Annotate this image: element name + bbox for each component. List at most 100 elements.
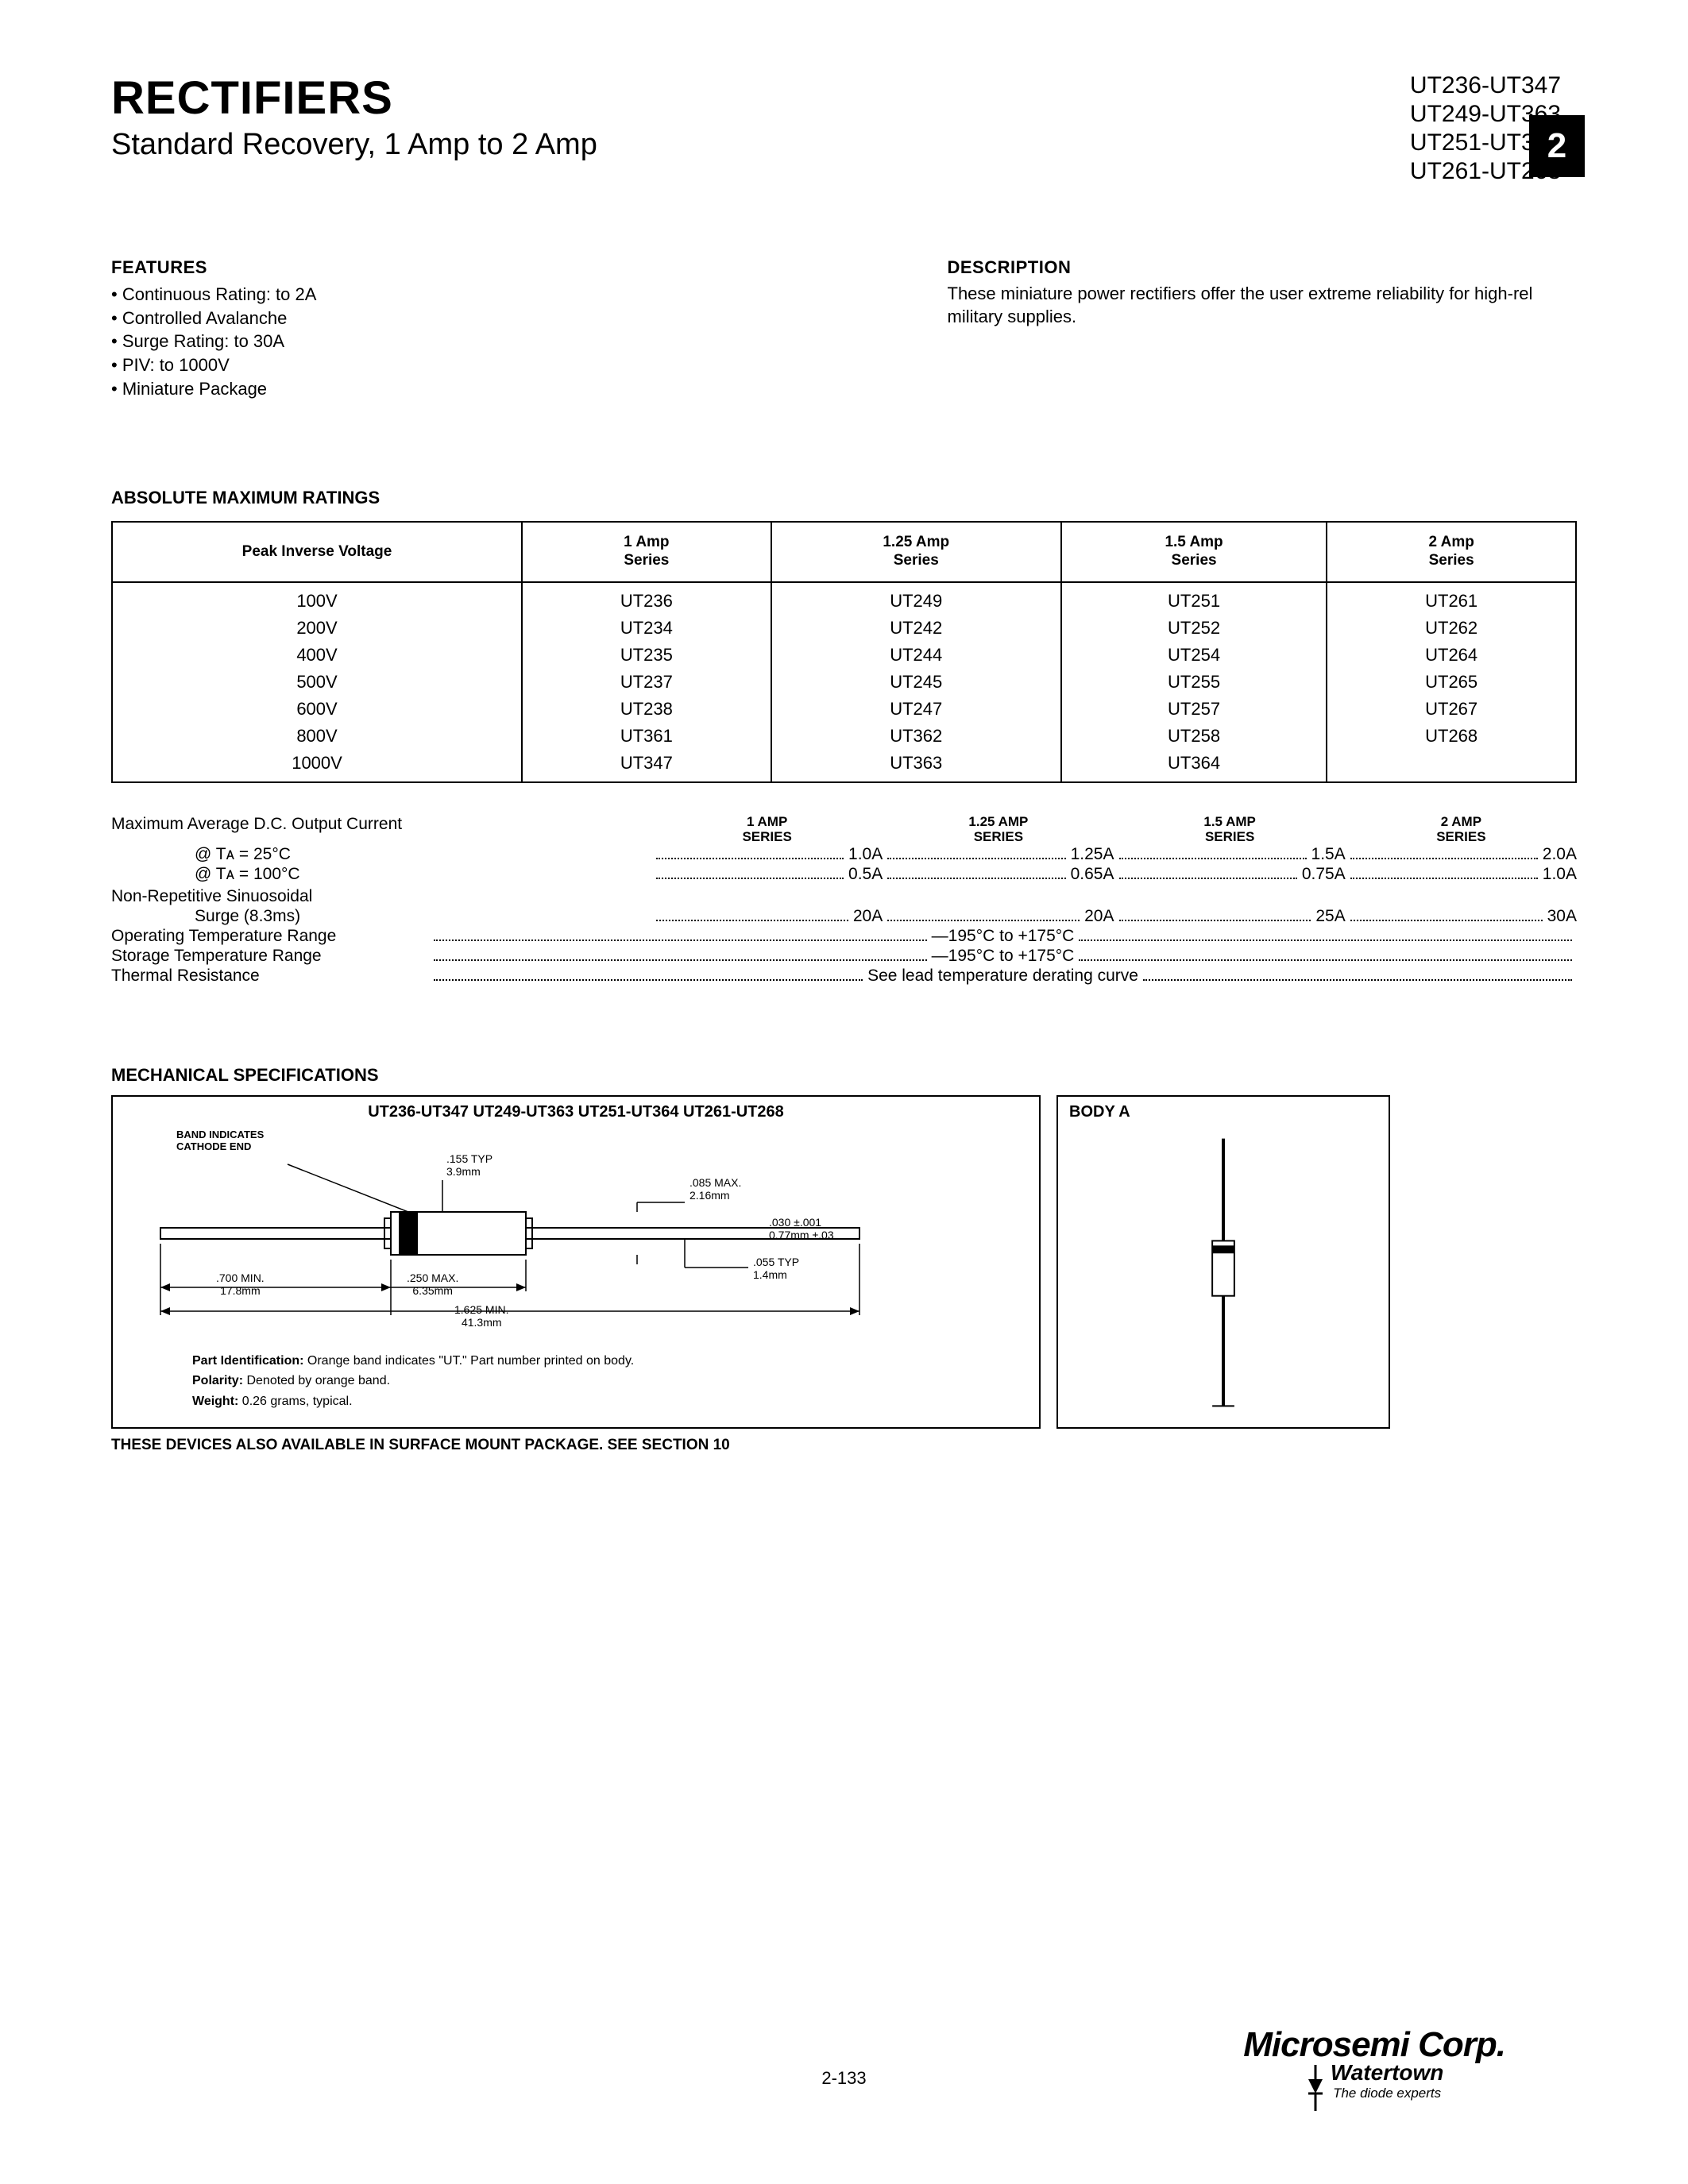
ratings-cell: UT262	[1327, 615, 1576, 642]
surface-mount-note: THESE DEVICES ALSO AVAILABLE IN SURFACE …	[111, 1437, 1577, 1454]
feature-item: Miniature Package	[111, 377, 741, 401]
features-block: FEATURES Continuous Rating: to 2A Contro…	[111, 257, 741, 400]
ratings-row: 400VUT235UT244UT254UT264	[112, 642, 1576, 669]
ratings-cell: UT362	[771, 723, 1061, 750]
part-line: UT236-UT347	[1410, 71, 1561, 100]
ratings-cell: UT236	[522, 582, 771, 615]
spec-row: Thermal Resistance See lead temperature …	[111, 966, 1577, 986]
feature-item: Continuous Rating: to 2A	[111, 283, 741, 307]
page-title: RECTIFIERS	[111, 71, 597, 125]
ratings-cell: UT245	[771, 669, 1061, 696]
ratings-row: 1000VUT347UT363UT364	[112, 750, 1576, 782]
logo-tagline: The diode experts	[1331, 2086, 1444, 2101]
ratings-cell: UT363	[771, 750, 1061, 782]
ratings-row: 500VUT237UT245UT255UT265	[112, 669, 1576, 696]
ratings-cell: UT268	[1327, 723, 1576, 750]
dim-label: BAND INDICATES CATHODE END	[176, 1129, 264, 1152]
ratings-col-header: 1.25 Amp Series	[771, 522, 1061, 582]
spec-row: Surge (8.3ms) 20A 20A 25A 30A	[111, 906, 1577, 926]
ratings-cell: 800V	[112, 723, 522, 750]
ratings-cell: UT242	[771, 615, 1061, 642]
ratings-row: 100VUT236UT249UT251UT261	[112, 582, 1576, 615]
spec-row: Operating Temperature Range —195°C to +1…	[111, 926, 1577, 946]
features-heading: FEATURES	[111, 257, 741, 278]
ratings-cell: 400V	[112, 642, 522, 669]
spec-row: @ Tᴀ = 100°C 0.5A 0.65A 0.75A 1.0A	[111, 864, 1577, 884]
ratings-cell: 1000V	[112, 750, 522, 782]
package-diagram: BAND INDICATES CATHODE END .155 TYP 3.9m…	[113, 1125, 1039, 1352]
ratings-cell: UT238	[522, 696, 771, 723]
ratings-cell: UT347	[522, 750, 771, 782]
feature-item: Controlled Avalanche	[111, 307, 741, 330]
ratings-cell	[1327, 750, 1576, 782]
ratings-cell: UT264	[1327, 642, 1576, 669]
description-text: These miniature power rectifiers offer t…	[948, 283, 1578, 328]
mech-titles: UT236-UT347 UT249-UT363 UT251-UT364 UT26…	[113, 1097, 1039, 1125]
description-block: DESCRIPTION These miniature power rectif…	[948, 257, 1578, 400]
ratings-cell: UT261	[1327, 582, 1576, 615]
series-header: 1.5 AMP SERIES	[1114, 815, 1346, 844]
ratings-cell: UT267	[1327, 696, 1576, 723]
header: RECTIFIERS Standard Recovery, 1 Amp to 2…	[111, 71, 1577, 186]
dim-label: .085 MAX. 2.16mm	[689, 1176, 741, 1202]
ratings-table: Peak Inverse Voltage 1 Amp Series 1.25 A…	[111, 521, 1577, 783]
ratings-cell: UT254	[1061, 642, 1327, 669]
ratings-row: 200VUT234UT242UT252UT262	[112, 615, 1576, 642]
mech-diagram-box: UT236-UT347 UT249-UT363 UT251-UT364 UT26…	[111, 1095, 1041, 1429]
title-block: RECTIFIERS Standard Recovery, 1 Amp to 2…	[111, 71, 597, 162]
page-subtitle: Standard Recovery, 1 Amp to 2 Amp	[111, 128, 597, 162]
mech-heading: MECHANICAL SPECIFICATIONS	[111, 1065, 1577, 1086]
logo-sub: Watertown	[1331, 2060, 1444, 2086]
dim-label: .030 ±.001 0.77mm ±.03	[769, 1216, 834, 1241]
body-a-label: BODY A	[1058, 1097, 1389, 1121]
dim-label: .155 TYP 3.9mm	[446, 1152, 492, 1178]
page-number: 2-133	[821, 2068, 866, 2088]
dim-label: .700 MIN. 17.8mm	[216, 1271, 265, 1297]
diode-icon	[1305, 2065, 1326, 2113]
mech-notes: Part Identification: Orange band indicat…	[113, 1352, 1039, 1425]
body-a-diagram	[1058, 1121, 1389, 1423]
ratings-cell: UT247	[771, 696, 1061, 723]
dim-label: .250 MAX. 6.35mm	[407, 1271, 458, 1297]
feature-item: PIV: to 1000V	[111, 353, 741, 377]
ratings-cell: UT235	[522, 642, 771, 669]
ratings-cell: UT249	[771, 582, 1061, 615]
ratings-cell: UT234	[522, 615, 771, 642]
logo-main: Microsemi Corp.	[1243, 2025, 1505, 2065]
ratings-cell: 500V	[112, 669, 522, 696]
ratings-cell: UT258	[1061, 723, 1327, 750]
ratings-cell: UT257	[1061, 696, 1327, 723]
ratings-col-header: Peak Inverse Voltage	[112, 522, 522, 582]
ratings-col-header: 1.5 Amp Series	[1061, 522, 1327, 582]
dim-label: .055 TYP 1.4mm	[753, 1256, 799, 1281]
ratings-cell: UT265	[1327, 669, 1576, 696]
ratings-cell: UT251	[1061, 582, 1327, 615]
ratings-cell: 100V	[112, 582, 522, 615]
ratings-heading: ABSOLUTE MAXIMUM RATINGS	[111, 488, 1577, 508]
series-header: 1.25 AMP SERIES	[883, 815, 1114, 844]
ratings-cell: UT255	[1061, 669, 1327, 696]
spec-label: Maximum Average D.C. Output Current	[111, 815, 651, 844]
ratings-cell: UT252	[1061, 615, 1327, 642]
ratings-cell: UT361	[522, 723, 771, 750]
ratings-cell: UT244	[771, 642, 1061, 669]
ratings-col-header: 2 Amp Series	[1327, 522, 1576, 582]
ratings-cell: 200V	[112, 615, 522, 642]
mech-row: UT236-UT347 UT249-UT363 UT251-UT364 UT26…	[111, 1095, 1577, 1429]
ratings-row: 800VUT361UT362UT258UT268	[112, 723, 1576, 750]
specs-block: Maximum Average D.C. Output Current 1 AM…	[111, 815, 1577, 986]
ratings-cell: UT364	[1061, 750, 1327, 782]
spec-row: @ Tᴀ = 25°C 1.0A 1.25A 1.5A 2.0A	[111, 844, 1577, 864]
ratings-cell: UT237	[522, 669, 771, 696]
ratings-row: 600VUT238UT247UT257UT267	[112, 696, 1576, 723]
feature-item: Surge Rating: to 30A	[111, 330, 741, 353]
section-badge: 2	[1529, 115, 1585, 177]
body-a-box: BODY A	[1056, 1095, 1390, 1429]
description-heading: DESCRIPTION	[948, 257, 1578, 278]
spec-section-label: Non-Repetitive Sinuosoidal	[111, 884, 1577, 906]
company-logo: Microsemi Corp. Watertown The diode expe…	[1243, 2025, 1505, 2113]
dim-label: 1.625 MIN. 41.3mm	[454, 1303, 508, 1329]
ratings-col-header: 1 Amp Series	[522, 522, 771, 582]
spec-row: Storage Temperature Range —195°C to +175…	[111, 946, 1577, 966]
ratings-cell: 600V	[112, 696, 522, 723]
